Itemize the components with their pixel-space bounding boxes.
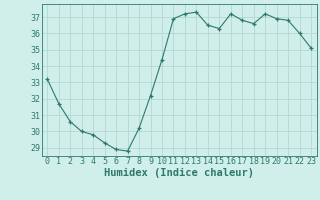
X-axis label: Humidex (Indice chaleur): Humidex (Indice chaleur) [104,168,254,178]
